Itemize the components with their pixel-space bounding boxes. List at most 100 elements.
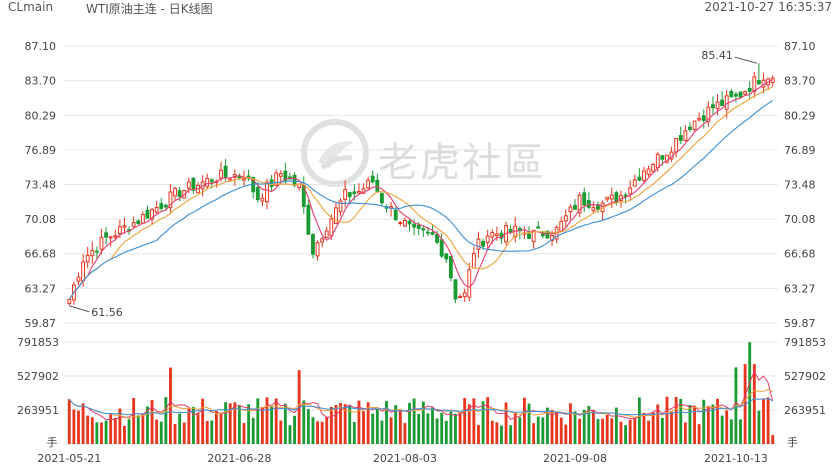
volume-bar — [265, 397, 269, 444]
volume-bar — [247, 404, 251, 444]
candle-body — [104, 232, 109, 238]
candle-body — [205, 178, 210, 187]
candle-body — [756, 80, 761, 85]
volume-bar — [155, 419, 159, 444]
candle-body — [159, 203, 164, 209]
volume-bar — [564, 424, 568, 444]
volume-bar — [380, 420, 384, 444]
price-tick-right: 83.70 — [784, 75, 816, 88]
candle-body — [94, 250, 99, 253]
volume-bar — [67, 399, 71, 444]
candle-body — [577, 194, 582, 214]
candle-body — [536, 226, 541, 229]
candle-body — [733, 93, 738, 97]
volume-bar — [532, 423, 536, 444]
candle-body — [334, 207, 338, 224]
volume-bar — [192, 406, 195, 444]
volume-bar — [357, 400, 361, 444]
volume-bar — [123, 425, 126, 444]
volume-bar — [343, 404, 347, 444]
volume-bar — [716, 398, 719, 444]
price-tick-left: 59.87 — [25, 317, 57, 330]
candle-body — [609, 194, 614, 200]
price-tick-left: 83.70 — [25, 75, 57, 88]
ma10-line — [68, 86, 773, 300]
x-tick-label: 2021-06-28 — [207, 452, 271, 465]
volume-unit-left: 手 — [47, 435, 58, 449]
volume-bar — [697, 424, 701, 444]
candle-body — [724, 95, 729, 110]
candle-body — [416, 224, 421, 229]
volume-bar — [523, 397, 526, 444]
volume-tick-right: 791853 — [784, 336, 826, 349]
volume-bar — [141, 414, 145, 444]
volume-bar — [504, 402, 508, 444]
volume-bar — [431, 407, 434, 444]
candle-body — [655, 153, 660, 169]
candle-body — [531, 229, 536, 243]
candle-body — [637, 176, 642, 181]
candle-body — [177, 190, 182, 197]
volume-bar — [771, 434, 775, 444]
price-tick-left: 63.27 — [25, 282, 57, 295]
price-tick-right: 76.89 — [784, 144, 816, 157]
volume-bar — [472, 398, 476, 444]
volume-bar — [113, 417, 117, 444]
volume-bar — [748, 342, 752, 444]
candle-body — [90, 249, 95, 257]
candle-body — [701, 115, 706, 121]
candle-body — [99, 236, 104, 250]
volume-bar — [610, 418, 614, 444]
volume-bar — [739, 419, 742, 444]
volume-bar — [100, 422, 103, 444]
volume-tick-right: 527902 — [784, 370, 826, 383]
volume-bar — [633, 417, 637, 444]
volume-tick-left: 791853 — [17, 336, 59, 349]
volume-bar — [596, 419, 600, 444]
candle-body — [628, 187, 633, 195]
volume-bar — [311, 417, 315, 444]
volume-bar — [306, 409, 310, 444]
low-annotation-leader — [69, 305, 90, 313]
candle-body — [173, 187, 177, 197]
candle-body — [366, 179, 371, 189]
volume-bar — [81, 403, 85, 444]
candle-body — [715, 101, 720, 110]
candle-body — [315, 242, 320, 257]
candle-body — [113, 235, 118, 238]
volume-bar — [421, 401, 425, 444]
volume-bar — [440, 412, 444, 444]
candle-body — [145, 209, 150, 219]
candle-body — [747, 87, 752, 92]
price-tick-left: 80.29 — [25, 109, 57, 122]
volume-bar — [136, 415, 140, 444]
volume-bar — [509, 425, 513, 444]
candle-body — [223, 165, 228, 178]
volume-bar — [679, 398, 683, 444]
candle-body — [278, 173, 283, 177]
volume-bar — [637, 397, 641, 444]
volume-bar — [670, 411, 673, 444]
candle-body — [743, 91, 748, 95]
volume-unit-right: 手 — [787, 435, 798, 449]
volume-bar — [187, 408, 191, 444]
price-tick-right: 80.29 — [784, 109, 816, 122]
volume-bar — [104, 420, 108, 444]
candle-body — [370, 175, 375, 183]
candle-body — [168, 191, 173, 209]
volume-bar — [196, 413, 200, 444]
candle-body — [444, 253, 449, 260]
candle-body — [122, 225, 127, 228]
volume-bar — [601, 418, 605, 444]
volume-ma20-line — [68, 398, 773, 416]
candle-body — [131, 222, 136, 227]
candle-body — [274, 172, 279, 186]
x-tick-label: 2021-09-08 — [543, 452, 607, 465]
volume-bar — [408, 402, 411, 444]
high-annotation: 85.41 — [701, 49, 733, 62]
volume-bar — [132, 397, 136, 444]
volume-bar — [348, 405, 352, 444]
candle-body — [219, 169, 223, 179]
candle-body — [343, 189, 348, 200]
volume-bar — [109, 414, 113, 444]
